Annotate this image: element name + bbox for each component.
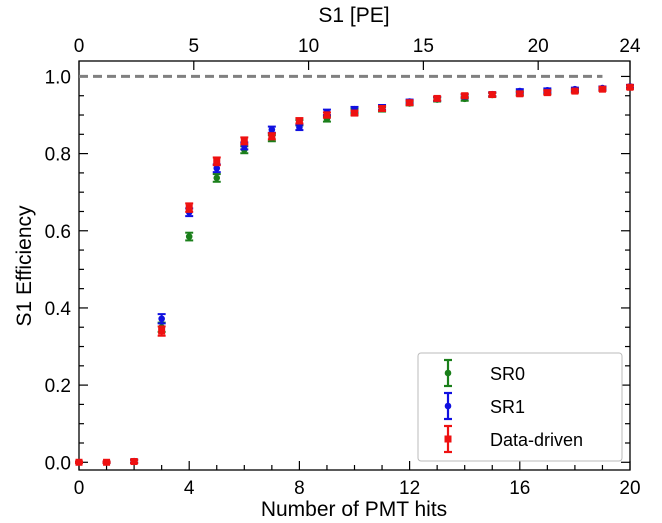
data-point <box>185 233 193 240</box>
data-point <box>185 204 193 212</box>
data-point <box>75 458 83 466</box>
y-tick-label: 0.8 <box>45 145 71 166</box>
data-point <box>488 91 496 99</box>
data-point <box>516 90 524 98</box>
data-point <box>158 315 165 323</box>
y-axis-title: S1 Efficiency <box>13 205 36 327</box>
data-point <box>268 132 276 140</box>
tick-marks <box>78 61 631 470</box>
top-tick-label: 20 <box>528 36 549 57</box>
data-point <box>406 99 414 107</box>
x-tick-label: 16 <box>509 478 530 499</box>
x-tick-label: 4 <box>184 478 195 499</box>
x-tick-label: 12 <box>399 478 420 499</box>
data-point <box>103 458 111 466</box>
data-point <box>130 458 138 466</box>
x-axis-title: Number of PMT hits <box>261 498 447 521</box>
data-point <box>543 89 551 97</box>
y-tick-label: 0.6 <box>45 222 71 243</box>
legend-marker <box>444 402 452 410</box>
data-point <box>626 83 634 91</box>
y-tick-label: 1.0 <box>45 67 71 88</box>
x-tick-label: 8 <box>294 478 305 499</box>
data-point <box>351 109 358 117</box>
legend-label: Data-driven <box>490 430 583 450</box>
legend-marker <box>444 369 452 377</box>
data-point <box>295 117 303 125</box>
top-axis-title: S1 [PE] <box>318 4 389 27</box>
data-points <box>75 83 634 466</box>
legend-label: SR0 <box>490 364 525 384</box>
top-tick-label: 10 <box>298 36 319 57</box>
legend: SR0 SR1 Data-driven <box>417 352 623 462</box>
data-point <box>240 137 248 145</box>
data-point <box>461 92 469 100</box>
top-tick-label: 5 <box>189 36 200 57</box>
top-tick-label: 24 <box>619 36 641 57</box>
top-tick-label: 0 <box>74 36 85 57</box>
series-data-driven <box>75 83 634 466</box>
y-tick-label: 0.2 <box>45 376 71 397</box>
data-point <box>213 157 221 165</box>
data-point <box>158 327 166 335</box>
y-tick-label: 0.4 <box>45 299 72 320</box>
x-tick-label: 20 <box>619 478 640 499</box>
data-point <box>213 174 221 182</box>
data-point <box>296 124 303 131</box>
legend-box <box>417 352 623 462</box>
top-tick-label: 15 <box>413 36 434 57</box>
data-point <box>433 94 441 102</box>
legend-label: SR1 <box>490 397 525 417</box>
y-tick-label: 0.0 <box>45 453 71 474</box>
tick-labels: 0 4 8 12 16 20 0 5 10 15 20 24 0.0 0.2 0.4 0.6 0.8 1.0 <box>45 36 641 499</box>
data-point <box>213 164 221 172</box>
data-point <box>571 87 579 95</box>
x-tick-label: 0 <box>74 478 85 499</box>
data-point <box>378 104 386 112</box>
data-point <box>323 111 331 119</box>
data-point <box>598 85 606 93</box>
legend-marker <box>444 435 452 443</box>
data-point <box>268 126 276 133</box>
